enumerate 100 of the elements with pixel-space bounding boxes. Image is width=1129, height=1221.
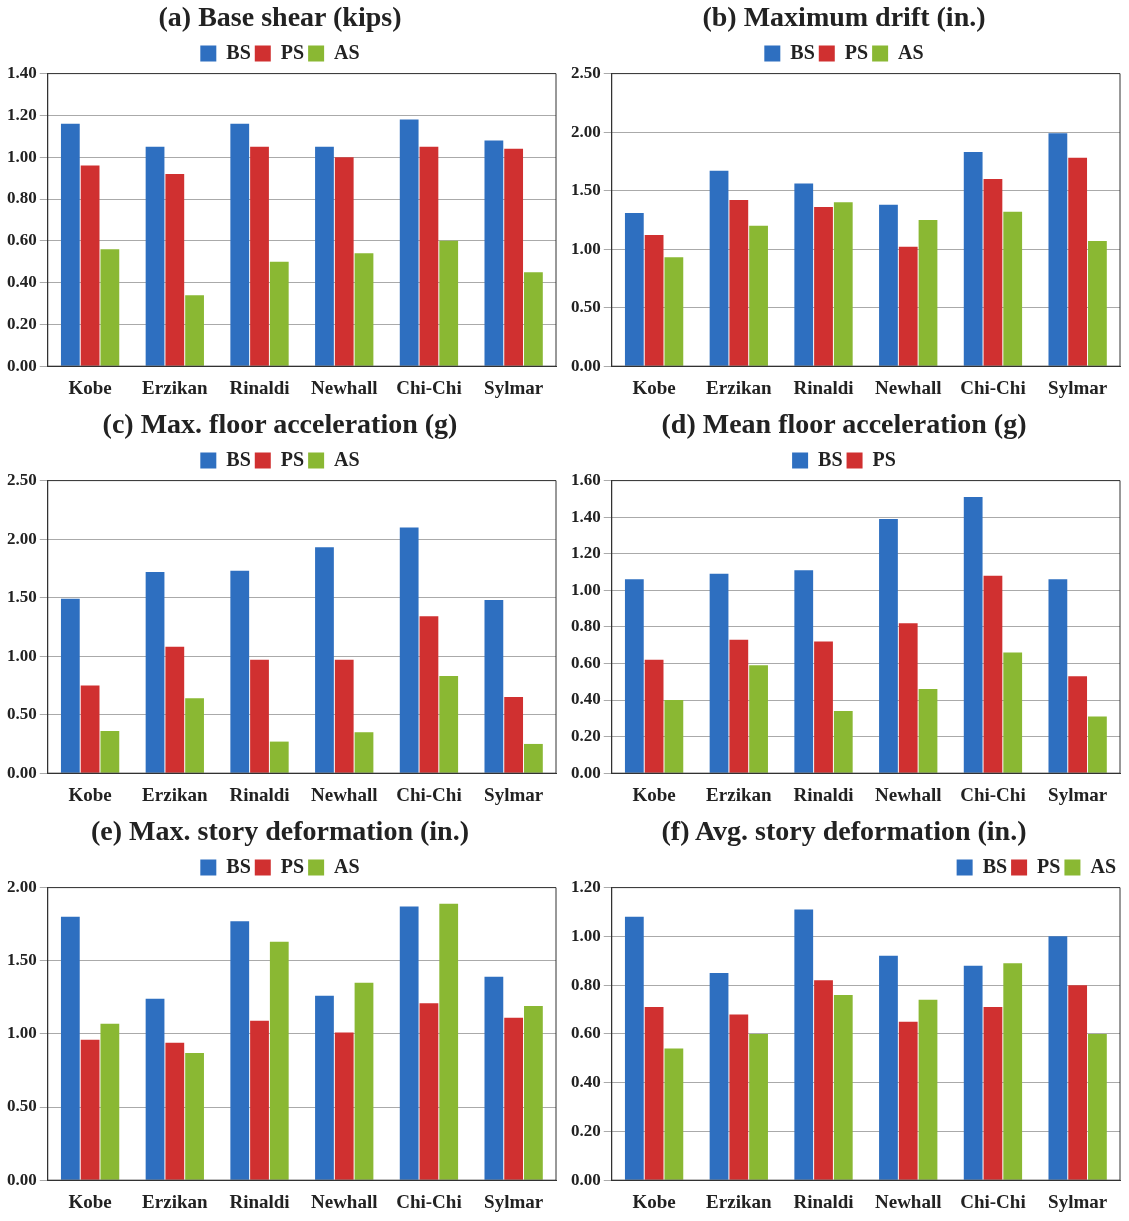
y-tick-label: 0.50	[571, 297, 601, 317]
bar	[334, 1032, 354, 1180]
legend-label: PS	[280, 854, 305, 877]
bar	[1048, 133, 1068, 366]
y-tick-label: 0.00	[571, 355, 601, 375]
x-tick-label: Newhall	[310, 783, 378, 805]
x-tick-label: Newhall	[874, 376, 942, 398]
bar	[918, 219, 938, 366]
legend-label: BS	[226, 447, 251, 470]
legend-label: BS	[226, 40, 251, 63]
x-tick-label: Kobe	[632, 1190, 676, 1212]
bar	[814, 207, 833, 366]
bar	[749, 1033, 768, 1180]
legend-label: BS	[818, 447, 843, 470]
bar	[898, 623, 918, 773]
x-tick-label: Sylmar	[1048, 1190, 1108, 1212]
x-tick-label: Sylmar	[484, 376, 544, 398]
bar	[833, 994, 853, 1180]
bar	[484, 140, 504, 366]
bar	[879, 519, 898, 773]
bar	[100, 731, 120, 773]
y-tick-label: 2.50	[7, 469, 37, 489]
x-tick-label: Chi-Chi	[960, 783, 1026, 805]
bar	[419, 1003, 439, 1180]
bar	[419, 616, 439, 773]
x-tick-label: Rinaldi	[793, 1190, 854, 1212]
bar	[794, 570, 814, 773]
bar	[100, 1023, 120, 1180]
bar	[794, 183, 814, 366]
bar	[983, 575, 1003, 773]
x-tick-label: Kobe	[632, 783, 676, 805]
y-tick-label: 0.80	[571, 974, 601, 994]
bar	[185, 295, 204, 366]
bar	[664, 700, 684, 773]
x-tick-label: Rinaldi	[793, 783, 854, 805]
bar	[60, 916, 80, 1180]
bar	[439, 676, 459, 773]
legend-label: AS	[334, 854, 360, 877]
x-tick-label: Sylmar	[1048, 783, 1108, 805]
y-tick-label: 1.50	[7, 587, 37, 607]
bar	[165, 173, 185, 366]
bar	[80, 165, 100, 366]
bar	[963, 497, 983, 773]
chart-title: (b) Maximum drift (in.)	[702, 1, 986, 33]
bar	[1068, 985, 1088, 1180]
bar	[354, 982, 374, 1180]
legend-label: AS	[334, 447, 360, 470]
bar	[1003, 652, 1023, 773]
legend-label: PS	[844, 40, 869, 63]
x-tick-label: Chi-Chi	[396, 783, 462, 805]
bar	[1088, 1033, 1107, 1180]
x-tick-label: Erzikan	[142, 376, 208, 398]
bar	[524, 1006, 543, 1180]
bar	[524, 743, 543, 773]
bar	[80, 685, 100, 773]
chart-title: (f) Avg. story deformation (in.)	[661, 815, 1027, 847]
x-tick-label: Sylmar	[1048, 376, 1108, 398]
bar	[963, 152, 983, 366]
bar	[484, 976, 504, 1180]
legend-label: AS	[334, 40, 360, 63]
bar	[1088, 716, 1107, 773]
x-tick-label: Sylmar	[484, 1190, 544, 1212]
bar	[709, 170, 729, 366]
bar	[749, 665, 768, 773]
y-tick-label: 0.80	[571, 616, 601, 636]
y-tick-label: 2.00	[7, 528, 37, 548]
bar	[664, 1048, 684, 1180]
bar	[898, 246, 918, 366]
bar	[315, 995, 334, 1180]
bar	[60, 598, 80, 773]
bar	[1003, 963, 1023, 1180]
bar	[145, 998, 165, 1180]
y-tick-label: 0.00	[7, 1169, 37, 1189]
x-tick-label: Chi-Chi	[396, 1190, 462, 1212]
bar	[729, 639, 749, 773]
bar	[749, 225, 768, 366]
bar	[250, 146, 269, 366]
bar	[250, 659, 269, 773]
bar	[334, 659, 354, 773]
bar	[269, 261, 289, 366]
bar	[439, 903, 459, 1180]
x-tick-label: Kobe	[68, 376, 112, 398]
y-tick-label: 0.00	[7, 355, 37, 375]
y-tick-label: 1.00	[7, 1023, 37, 1043]
bar	[644, 1007, 664, 1180]
x-tick-label: Erzikan	[706, 783, 772, 805]
y-tick-label: 1.40	[571, 506, 601, 526]
x-tick-label: Erzikan	[706, 376, 772, 398]
bar	[1003, 211, 1023, 366]
legend-label: PS	[1037, 854, 1061, 877]
bar	[145, 571, 165, 773]
x-tick-label: Newhall	[310, 1190, 378, 1212]
bar	[399, 906, 419, 1180]
bar	[898, 1021, 918, 1180]
bar	[230, 921, 250, 1180]
y-tick-label: 0.60	[7, 230, 37, 250]
bar	[185, 698, 204, 773]
bar	[60, 123, 80, 366]
bar	[165, 646, 185, 773]
x-tick-label: Kobe	[68, 783, 112, 805]
